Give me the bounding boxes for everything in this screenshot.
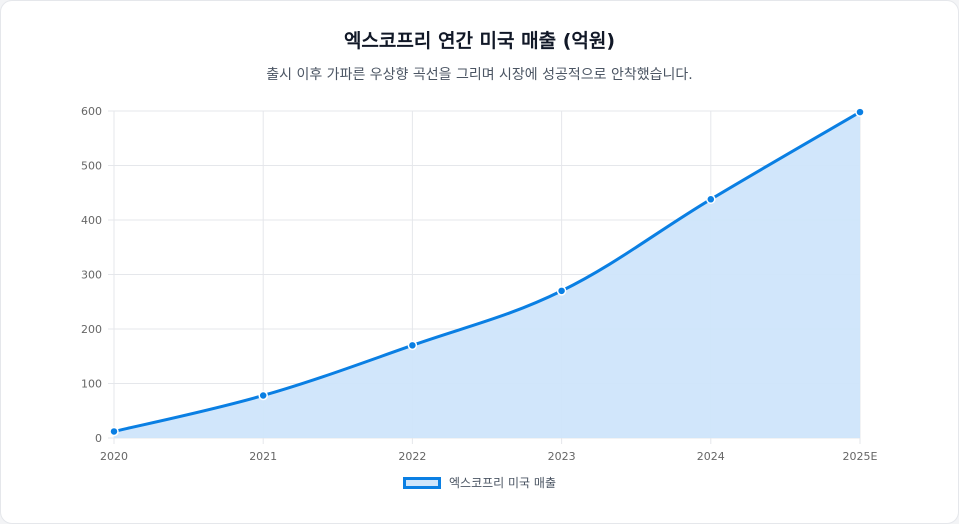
data-point-2023[interactable] [556, 286, 567, 296]
y-tick-label-6: 600 [81, 105, 102, 118]
legend-label: 엑스코프리 미국 매출 [449, 476, 556, 490]
y-axis-tick-labels: 0 100 200 300 400 500 600 [81, 105, 102, 445]
x-tick-label-3: 2023 [548, 450, 576, 463]
data-points [109, 107, 865, 437]
x-tick-label-2: 2022 [398, 450, 426, 463]
data-point-2024[interactable] [706, 194, 716, 205]
y-tick-label-1: 100 [81, 378, 102, 391]
x-tick-label-1: 2021 [249, 450, 277, 463]
data-point-2025E[interactable] [855, 107, 865, 117]
y-tick-label-3: 300 [81, 269, 102, 282]
data-point-2020[interactable] [109, 426, 119, 437]
data-point-2021[interactable] [258, 390, 268, 401]
chart-subtitle: 출시 이후 가파른 우상향 곡선을 그리며 시장에 성공적으로 안착했습니다. [266, 67, 693, 83]
legend-swatch [403, 476, 441, 489]
legend[interactable]: 엑스코프리 미국 매출 [1, 474, 958, 491]
x-tick-label-0: 2020 [100, 450, 128, 463]
area-layer [113, 110, 861, 438]
series-area [114, 112, 860, 438]
y-tick-label-5: 500 [81, 160, 102, 173]
x-tick-label-5: 2025E [843, 450, 878, 463]
x-tick-label-4: 2024 [697, 450, 725, 463]
y-tick-label-0: 0 [95, 432, 102, 445]
y-tick-label-2: 200 [81, 323, 102, 336]
chart-title: 엑스코프리 연간 미국 매출 (억원) [343, 30, 616, 52]
area-chart: 0 100 200 300 400 500 600 2020 2021 2022 2023 2024… [81, 105, 878, 463]
series-line [113, 110, 861, 433]
y-tick-label-4: 400 [81, 214, 102, 227]
data-point-2022[interactable] [407, 340, 418, 351]
x-axis-tick-labels: 2020 2021 2022 2023 2024 2025E [100, 450, 878, 463]
